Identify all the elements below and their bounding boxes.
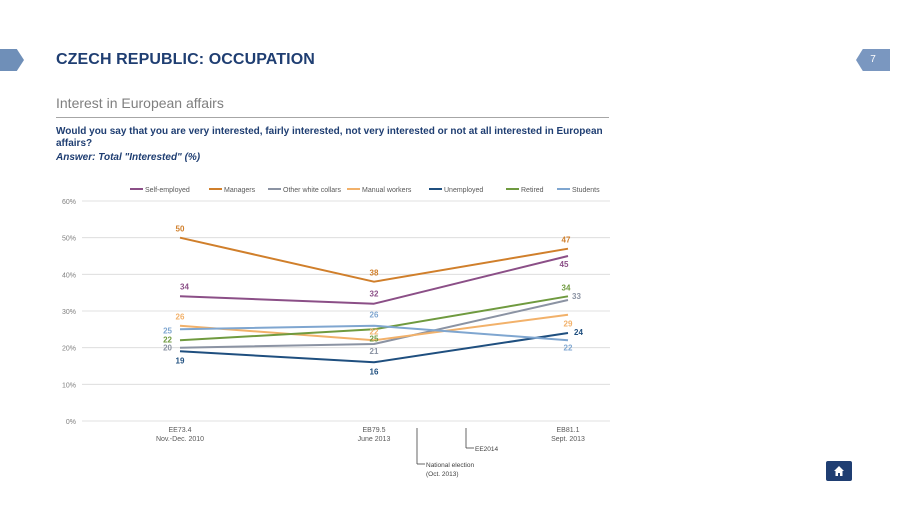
x-tick-label: EB81.1 bbox=[557, 427, 580, 434]
data-label: 33 bbox=[572, 292, 581, 301]
legend-entry: Self-employed bbox=[145, 187, 190, 194]
legend-entry: Manual workers bbox=[362, 187, 412, 194]
legend-entry: Other white collars bbox=[283, 187, 341, 194]
y-tick-label: 20% bbox=[62, 346, 76, 353]
legend-entry: Retired bbox=[521, 187, 544, 194]
x-tick-label: Nov.-Dec. 2010 bbox=[156, 436, 204, 443]
series-line bbox=[179, 236, 569, 283]
legend-entry: Managers bbox=[224, 187, 256, 194]
data-label: 25 bbox=[370, 334, 379, 343]
data-label: 16 bbox=[370, 367, 379, 376]
data-label: 26 bbox=[370, 311, 379, 320]
data-label: 38 bbox=[370, 269, 379, 278]
answer-caption: Answer: Total "Interested" (%) bbox=[56, 152, 201, 163]
x-tick-label: EB79.5 bbox=[363, 427, 386, 434]
y-tick-label: 40% bbox=[62, 272, 76, 279]
data-label: 22 bbox=[163, 335, 172, 344]
series-line bbox=[179, 295, 569, 342]
y-tick-label: 30% bbox=[62, 309, 76, 316]
legend-entry: Students bbox=[572, 187, 600, 194]
data-label: 26 bbox=[176, 313, 185, 322]
section-subtitle: Interest in European affairs bbox=[56, 95, 224, 111]
home-icon bbox=[834, 466, 844, 476]
data-label: 45 bbox=[560, 260, 569, 269]
legend-entry: Unemployed bbox=[444, 187, 483, 194]
data-label: 22 bbox=[370, 327, 379, 336]
data-label: 24 bbox=[574, 328, 583, 337]
home-button[interactable] bbox=[826, 461, 852, 481]
data-label: 29 bbox=[564, 320, 573, 329]
data-label: 32 bbox=[370, 290, 379, 299]
x-tick-label: EE73.4 bbox=[169, 427, 192, 434]
data-label: 34 bbox=[562, 283, 571, 292]
survey-question: Would you say that you are very interest… bbox=[56, 126, 603, 149]
page-title: CZECH REPUBLIC: OCCUPATION bbox=[56, 51, 315, 68]
data-label: 22 bbox=[564, 343, 573, 352]
series-line bbox=[179, 332, 569, 364]
y-tick-label: 50% bbox=[62, 236, 76, 243]
data-label: 34 bbox=[180, 282, 189, 291]
annotation-national-election: National election bbox=[426, 462, 474, 469]
left-nav-tab[interactable] bbox=[0, 49, 24, 71]
annotation-ee2014: EE2014 bbox=[475, 446, 499, 453]
series-line bbox=[179, 255, 569, 305]
data-label: 25 bbox=[163, 326, 172, 335]
data-label: 47 bbox=[562, 236, 571, 245]
series-line bbox=[179, 313, 569, 342]
x-tick-label: June 2013 bbox=[358, 436, 391, 443]
y-tick-label: 0% bbox=[66, 419, 76, 426]
page-number-badge: 7 bbox=[856, 49, 890, 71]
data-label: 20 bbox=[163, 344, 172, 353]
series-line bbox=[179, 299, 569, 349]
data-label: 19 bbox=[176, 356, 185, 365]
data-label: 50 bbox=[176, 225, 185, 234]
annotation-national-election-date: (Oct. 2013) bbox=[426, 471, 459, 478]
title-divider bbox=[56, 117, 609, 118]
series-line bbox=[179, 324, 569, 342]
x-tick-label: Sept. 2013 bbox=[551, 436, 585, 443]
y-tick-label: 60% bbox=[62, 199, 76, 206]
y-tick-label: 10% bbox=[62, 382, 76, 389]
data-label: 21 bbox=[370, 347, 379, 356]
